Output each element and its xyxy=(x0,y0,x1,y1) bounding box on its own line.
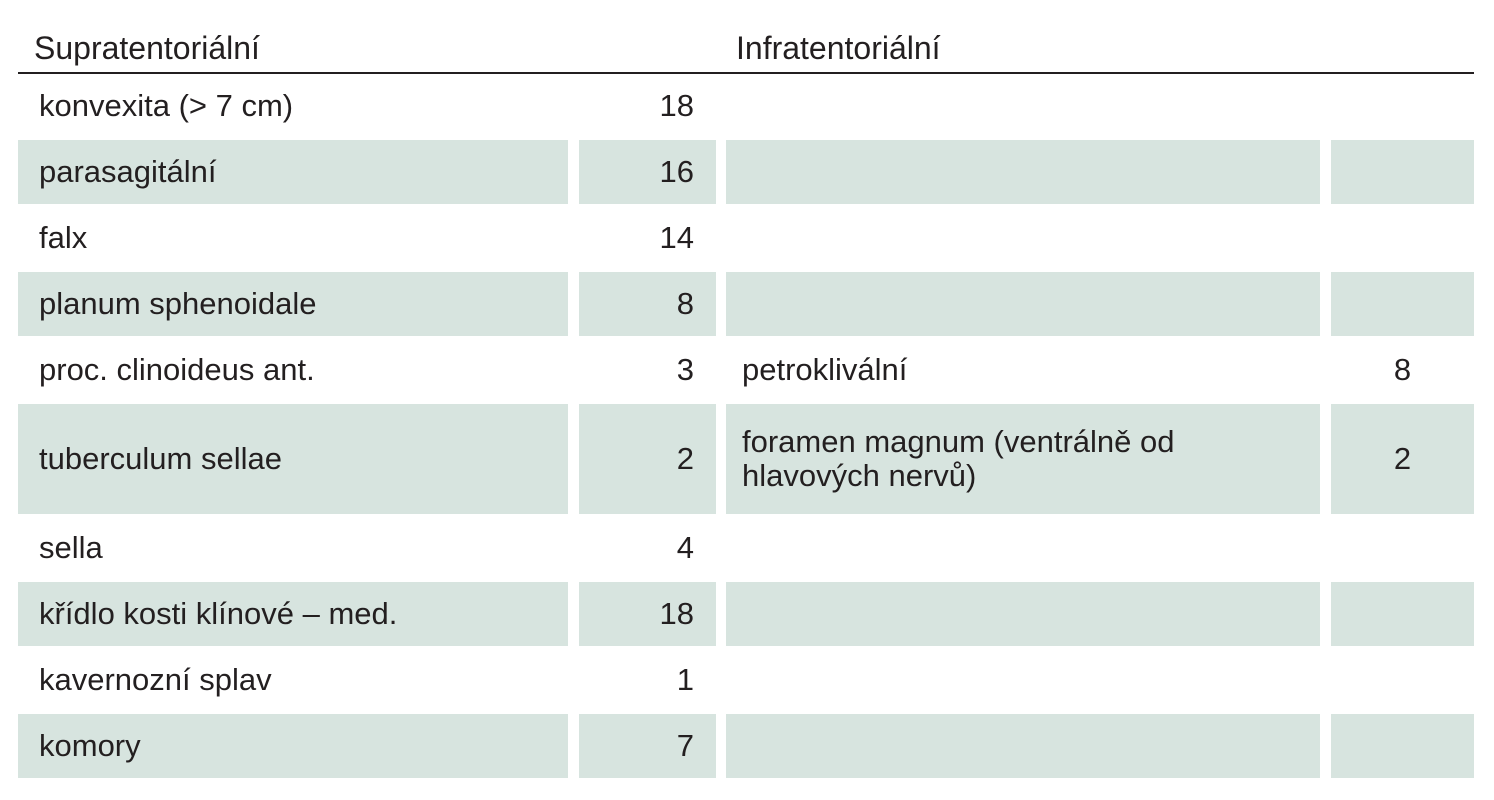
infra-label xyxy=(726,206,1320,270)
supra-label: komory xyxy=(18,714,568,778)
table-row: proc. clinoideus ant. 3 petroklivální 8 xyxy=(18,338,1474,402)
supra-value: 7 xyxy=(579,714,716,778)
infra-value xyxy=(1331,272,1474,336)
supra-label: konvexita (> 7 cm) xyxy=(39,88,294,123)
table-row: křídlo kosti klínové – med. 18 xyxy=(18,582,1474,646)
table-row: kavernozní splav 1 xyxy=(18,648,1474,712)
supra-label: kavernozní splav xyxy=(39,662,272,697)
infra-label xyxy=(726,74,1320,138)
table-row: parasagitální 16 xyxy=(18,140,1474,204)
supra-value: 16 xyxy=(579,140,716,204)
meningioma-location-table: Supratentoriální Infratentoriální konvex… xyxy=(18,22,1474,778)
infra-label xyxy=(726,272,1320,336)
infra-value xyxy=(1331,582,1474,646)
supra-label: falx xyxy=(39,220,88,255)
supra-value: 3 xyxy=(676,352,694,387)
infra-value: 2 xyxy=(1331,404,1474,514)
infra-label xyxy=(726,714,1320,778)
supra-label: planum sphenoidale xyxy=(18,272,568,336)
infra-label xyxy=(726,582,1320,646)
infra-label xyxy=(726,516,1320,580)
table-row: falx 14 xyxy=(18,206,1474,270)
supra-value: 4 xyxy=(676,530,694,565)
infra-value xyxy=(1331,74,1474,138)
supra-value: 18 xyxy=(579,582,716,646)
table-row: konvexita (> 7 cm) 18 xyxy=(18,74,1474,138)
infra-label: petroklivální xyxy=(742,352,908,387)
infra-value xyxy=(1331,140,1474,204)
infra-value xyxy=(1331,206,1474,270)
supra-label: parasagitální xyxy=(18,140,568,204)
table-row: sella 4 xyxy=(18,516,1474,580)
infra-value: 8 xyxy=(1393,352,1412,387)
table-row: komory 7 xyxy=(18,714,1474,778)
supra-label: proc. clinoideus ant. xyxy=(39,352,315,387)
infra-label: foramen magnum (ventrálně od hlavových n… xyxy=(726,404,1320,514)
table-row: planum sphenoidale 8 xyxy=(18,272,1474,336)
supra-label: křídlo kosti klínové – med. xyxy=(18,582,568,646)
supra-value: 18 xyxy=(659,88,694,123)
infra-label xyxy=(726,140,1320,204)
table-header: Supratentoriální Infratentoriální xyxy=(18,22,1474,74)
supra-value: 2 xyxy=(579,404,716,514)
header-supratentorial: Supratentoriální xyxy=(34,30,260,66)
supra-value: 14 xyxy=(659,220,694,255)
infra-value xyxy=(1331,516,1474,580)
header-infratentorial: Infratentoriální xyxy=(736,30,941,66)
supra-label: sella xyxy=(39,530,103,565)
table-row: tuberculum sellae 2 foramen magnum (vent… xyxy=(18,404,1474,514)
supra-label: tuberculum sellae xyxy=(18,404,568,514)
infra-label xyxy=(726,648,1320,712)
infra-value xyxy=(1331,714,1474,778)
supra-value: 1 xyxy=(676,662,694,697)
supra-value: 8 xyxy=(579,272,716,336)
infra-value xyxy=(1331,648,1474,712)
